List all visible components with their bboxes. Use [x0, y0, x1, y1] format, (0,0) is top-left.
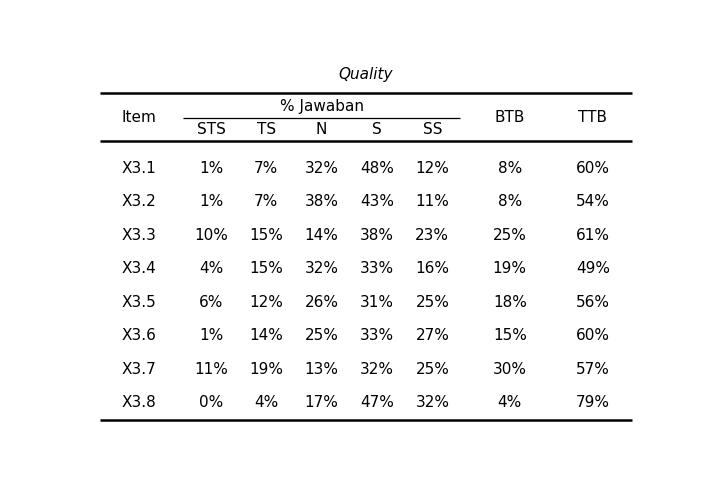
Text: 8%: 8% — [498, 161, 522, 175]
Text: 14%: 14% — [305, 228, 338, 243]
Text: 25%: 25% — [305, 328, 338, 343]
Text: 0%: 0% — [199, 395, 223, 411]
Text: 19%: 19% — [249, 362, 283, 377]
Text: X3.4: X3.4 — [121, 261, 156, 276]
Text: 43%: 43% — [360, 194, 394, 209]
Text: 26%: 26% — [305, 295, 338, 310]
Text: TS: TS — [257, 121, 276, 136]
Text: 4%: 4% — [498, 395, 522, 411]
Text: 10%: 10% — [194, 228, 228, 243]
Text: 32%: 32% — [305, 161, 338, 175]
Text: 30%: 30% — [493, 362, 527, 377]
Text: X3.8: X3.8 — [121, 395, 156, 411]
Text: 23%: 23% — [416, 228, 449, 243]
Text: 32%: 32% — [305, 261, 338, 276]
Text: X3.6: X3.6 — [121, 328, 156, 343]
Text: 15%: 15% — [249, 228, 283, 243]
Text: 48%: 48% — [360, 161, 394, 175]
Text: 47%: 47% — [360, 395, 394, 411]
Text: 32%: 32% — [360, 362, 394, 377]
Text: 31%: 31% — [360, 295, 394, 310]
Text: 33%: 33% — [360, 261, 394, 276]
Text: 61%: 61% — [575, 228, 610, 243]
Text: 11%: 11% — [416, 194, 449, 209]
Text: 8%: 8% — [498, 194, 522, 209]
Text: 25%: 25% — [493, 228, 527, 243]
Text: 4%: 4% — [199, 261, 223, 276]
Text: 15%: 15% — [249, 261, 283, 276]
Text: 4%: 4% — [254, 395, 278, 411]
Text: 19%: 19% — [493, 261, 527, 276]
Text: X3.2: X3.2 — [121, 194, 156, 209]
Text: 49%: 49% — [575, 261, 610, 276]
Text: Quality: Quality — [338, 67, 393, 82]
Text: 18%: 18% — [493, 295, 527, 310]
Text: 12%: 12% — [416, 161, 449, 175]
Text: X3.5: X3.5 — [121, 295, 156, 310]
Text: 79%: 79% — [575, 395, 610, 411]
Text: 54%: 54% — [576, 194, 610, 209]
Text: 56%: 56% — [575, 295, 610, 310]
Text: 11%: 11% — [194, 362, 228, 377]
Text: 27%: 27% — [416, 328, 449, 343]
Text: X3.1: X3.1 — [121, 161, 156, 175]
Text: % Jawaban: % Jawaban — [280, 99, 363, 114]
Text: 25%: 25% — [416, 295, 449, 310]
Text: BTB: BTB — [495, 110, 525, 125]
Text: 16%: 16% — [416, 261, 449, 276]
Text: 60%: 60% — [575, 328, 610, 343]
Text: 12%: 12% — [249, 295, 283, 310]
Text: 1%: 1% — [199, 194, 223, 209]
Text: 1%: 1% — [199, 161, 223, 175]
Text: 15%: 15% — [493, 328, 527, 343]
Text: 38%: 38% — [360, 228, 394, 243]
Text: STS: STS — [196, 121, 226, 136]
Text: 25%: 25% — [416, 362, 449, 377]
Text: Item: Item — [121, 110, 156, 125]
Text: 38%: 38% — [305, 194, 338, 209]
Text: 7%: 7% — [254, 161, 278, 175]
Text: 7%: 7% — [254, 194, 278, 209]
Text: 32%: 32% — [416, 395, 449, 411]
Text: 17%: 17% — [305, 395, 338, 411]
Text: TTB: TTB — [578, 110, 608, 125]
Text: 14%: 14% — [249, 328, 283, 343]
Text: 57%: 57% — [576, 362, 610, 377]
Text: 1%: 1% — [199, 328, 223, 343]
Text: 60%: 60% — [575, 161, 610, 175]
Text: 13%: 13% — [305, 362, 338, 377]
Text: 33%: 33% — [360, 328, 394, 343]
Text: 6%: 6% — [198, 295, 223, 310]
Text: SS: SS — [423, 121, 442, 136]
Text: X3.7: X3.7 — [121, 362, 156, 377]
Text: X3.3: X3.3 — [121, 228, 156, 243]
Text: S: S — [372, 121, 382, 136]
Text: N: N — [316, 121, 327, 136]
